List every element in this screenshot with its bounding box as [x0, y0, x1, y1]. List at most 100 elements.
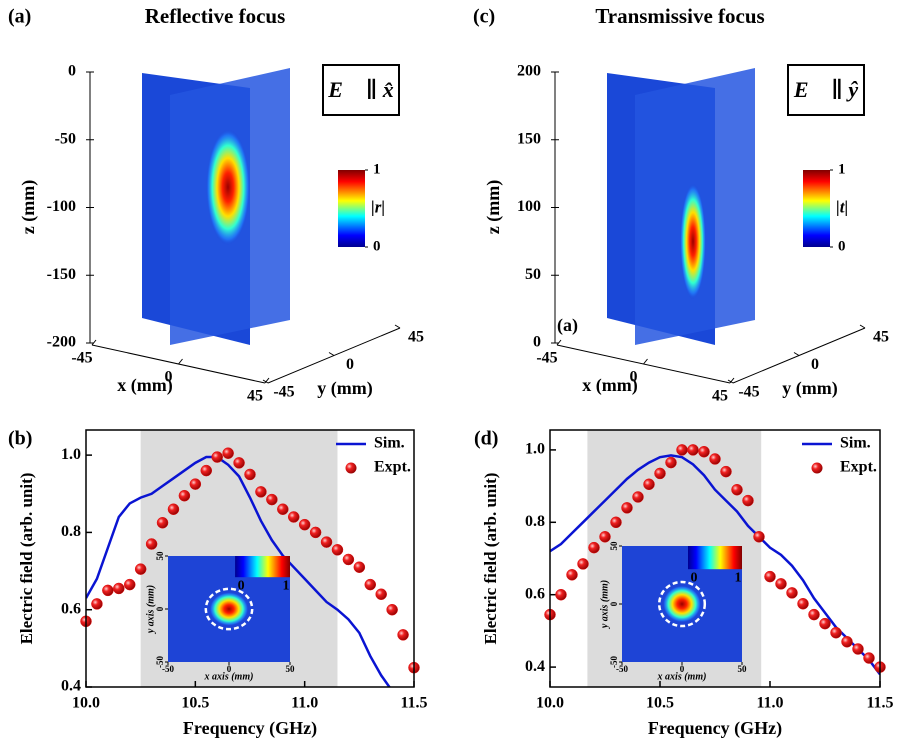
data-point: [222, 447, 234, 459]
panel-label: (c): [473, 6, 495, 28]
x-tick: [643, 358, 648, 365]
data-point: [863, 652, 875, 664]
y-tick-label: 45: [873, 329, 889, 346]
z-tick-label: -200: [47, 334, 76, 351]
legend-label: Sim.: [374, 435, 405, 452]
y-tick: [394, 324, 401, 329]
data-point: [287, 511, 300, 523]
inset-colorbar-label: 1: [283, 578, 290, 593]
data-point: [830, 626, 842, 639]
data-point: [566, 569, 578, 581]
x-tick: [178, 358, 183, 365]
colorbar: [338, 170, 365, 247]
data-point: [698, 445, 710, 458]
data-point: [364, 578, 377, 591]
z-tick-label: 200: [517, 63, 541, 80]
x-tick-label: 10.0: [536, 695, 564, 712]
legend-marker: [345, 462, 357, 474]
y-tick: [727, 379, 734, 384]
x-axis-label: x (mm): [582, 375, 637, 396]
data-point: [342, 553, 355, 566]
panel-title: Reflective focus: [145, 4, 286, 28]
data-point: [786, 587, 798, 599]
y-tick-label: 0.8: [525, 513, 545, 530]
z-axis-label: z (mm): [483, 180, 504, 234]
data-point: [309, 526, 322, 539]
x-tick-label: 11.5: [866, 695, 893, 712]
data-point: [720, 465, 732, 478]
data-point: [244, 468, 256, 481]
data-point: [665, 456, 677, 469]
x-axis-label: x (mm): [117, 375, 172, 396]
y-tick-label: -45: [738, 384, 759, 401]
x-tick-label: 10.5: [646, 695, 674, 712]
z-tick-label: 100: [517, 198, 541, 215]
data-point: [555, 588, 567, 601]
annotation-box: [322, 64, 400, 116]
inset-ring: [657, 580, 707, 628]
inset-y-tick-label: -50: [155, 656, 165, 668]
y-tick-label: -45: [273, 384, 294, 401]
colorbar-label: |r|: [371, 197, 385, 216]
y-tick: [262, 379, 269, 384]
x-tick-label: 10.5: [181, 695, 209, 712]
data-point: [331, 544, 344, 556]
inner-label: (a): [557, 315, 578, 336]
data-point: [386, 603, 398, 616]
data-point: [577, 558, 589, 570]
data-point: [753, 531, 765, 543]
x-tick-label: 0: [630, 369, 638, 386]
x-tick: [91, 339, 97, 346]
data-point: [397, 629, 409, 641]
panel-label: (a): [8, 6, 31, 28]
inset-x-tick-label: 50: [738, 664, 748, 674]
data-point: [134, 563, 147, 575]
z-axis-label: z (mm): [18, 180, 39, 234]
data-point: [852, 643, 864, 655]
data-point: [145, 538, 158, 550]
y-axis-label: Electric field (arb. unit): [17, 473, 36, 645]
legend-label: Expt.: [840, 459, 877, 476]
inset-spot: [209, 592, 249, 626]
inset-x-tick-label: 50: [286, 664, 296, 674]
y-tick-label: 45: [408, 329, 424, 346]
data-point: [123, 578, 136, 591]
inset-y-tick-label: 0: [609, 601, 619, 606]
x-tick-label: 45: [247, 388, 263, 405]
legend-marker: [811, 462, 823, 474]
annotation-box: [787, 64, 865, 116]
data-point: [588, 541, 600, 554]
colorbar-tick-label: 0: [373, 238, 381, 254]
data-point: [200, 464, 213, 477]
y-tick-label: 1.0: [525, 441, 545, 458]
inset-x-label: x axis (mm): [204, 671, 254, 682]
data-point: [102, 584, 114, 597]
colorbar-label: |t|: [836, 197, 848, 216]
inset-x-tick-label: -50: [162, 664, 174, 674]
data-point: [654, 467, 666, 480]
data-point: [797, 597, 809, 610]
data-point: [353, 561, 366, 573]
data-point: [610, 516, 622, 529]
data-point: [255, 486, 267, 498]
data-point: [709, 453, 721, 465]
x-tick-label: 10.0: [72, 695, 100, 712]
x-tick-label: 0: [165, 369, 173, 386]
data-point: [189, 478, 202, 490]
inset-x-tick-label: 0: [680, 664, 685, 674]
x-tick-label: 45: [712, 388, 728, 405]
data-point: [676, 444, 688, 456]
data-point: [621, 502, 633, 514]
inset-colorbar-label: 1: [735, 570, 742, 585]
annotation: E⃗ ∥ x̂: [327, 77, 393, 102]
data-point: [298, 518, 311, 531]
inset-colorbar: [235, 556, 290, 578]
y-tick-label: 0.8: [61, 523, 81, 540]
data-point: [178, 489, 191, 502]
data-point: [156, 517, 169, 529]
inset-y-tick-label: 0: [155, 606, 165, 611]
y-tick: [793, 352, 800, 356]
z-tick-label: 150: [517, 130, 541, 147]
data-point: [808, 608, 820, 621]
